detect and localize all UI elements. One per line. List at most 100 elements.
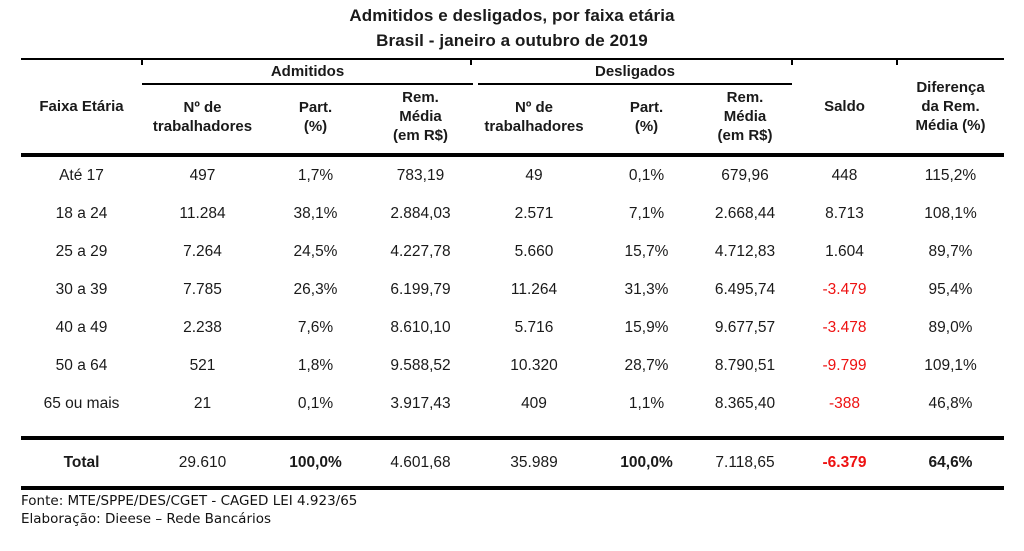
table-row: 18 a 24 11.284 38,1% 2.884,03 2.571 7,1%…: [21, 195, 1004, 233]
cell-saldo: 1.604: [825, 243, 864, 260]
header-admitidos-rem-media: Rem. Média (em R$): [392, 89, 448, 144]
cell-diferenca: 115,2%: [924, 167, 977, 184]
cell-adm-rem: 6.199,79: [390, 281, 451, 298]
table-row: 40 a 49 2.238 7,6% 8.610,10 5.716 15,9% …: [21, 309, 1004, 347]
cell-diferenca: 46,8%: [928, 395, 973, 412]
table-subtitle: Brasil - janeiro a outubro de 2019: [376, 31, 648, 50]
cell-adm-n: 497: [189, 167, 216, 184]
cell-diferenca: 109,1%: [924, 357, 977, 374]
cell-faixa: 25 a 29: [55, 243, 108, 260]
cell-des-n: 2.571: [514, 205, 554, 222]
cell-saldo: -3.479: [822, 281, 867, 298]
cell-des-n: 11.264: [510, 281, 558, 298]
column-tick: [141, 58, 143, 65]
cell-des-n: 10.320: [510, 357, 558, 374]
column-tick: [470, 58, 472, 65]
cell-adm-rem: 8.610,10: [390, 319, 451, 336]
column-tick: [896, 58, 898, 65]
header-admitidos-num-trabalhadores: Nº de trabalhadores: [152, 98, 253, 135]
cell-adm-rem: 4.601,68: [390, 454, 451, 471]
total-row: Total 29.610 100,0% 4.601,68 35.989 100,…: [21, 440, 1004, 486]
cell-diferenca: 89,0%: [928, 319, 973, 336]
cell-diferenca-total: 64,6%: [928, 454, 973, 471]
cell-des-rem: 8.365,40: [714, 395, 776, 412]
cell-saldo: 448: [831, 167, 858, 184]
cell-des-n: 409: [521, 395, 547, 412]
cell-adm-part: 38,1%: [293, 205, 338, 222]
cell-saldo: -388: [828, 395, 861, 412]
header-desligados-part: Part. (%): [629, 98, 664, 135]
cell-adm-rem: 4.227,78: [390, 243, 451, 260]
cell-des-part: 0,1%: [628, 167, 665, 184]
cell-faixa: 40 a 49: [55, 319, 108, 336]
cell-des-part: 15,7%: [624, 243, 669, 260]
header-rule: [21, 153, 1004, 157]
header-desligados-num-trabalhadores: Nº de trabalhadores: [484, 98, 584, 135]
source-line: Fonte: MTE/SPPE/DES/CGET - CAGED LEI 4.9…: [21, 493, 358, 509]
header-faixa-etaria: Faixa Etária: [39, 98, 124, 115]
cell-des-n: 49: [525, 167, 543, 184]
total-top-rule: [21, 436, 1004, 440]
cell-faixa: 18 a 24: [55, 205, 108, 222]
table-row: 30 a 39 7.785 26,3% 6.199,79 11.264 31,3…: [21, 271, 1004, 309]
cell-des-n: 5.716: [514, 319, 554, 336]
cell-des-n: 35.989: [510, 454, 558, 471]
table-row: 25 a 29 7.264 24,5% 4.227,78 5.660 15,7%…: [21, 233, 1004, 271]
group-header-admitidos: Admitidos: [142, 60, 473, 85]
table-row: 50 a 64 521 1,8% 9.588,52 10.320 28,7% 8…: [21, 347, 1004, 385]
header-desligados-rem-media: Rem. Média (em R$): [717, 89, 773, 144]
table-title: Admitidos e desligados, por faixa etária: [349, 6, 675, 25]
cell-saldo-total: -6.379: [822, 454, 867, 471]
elaboration-line: Elaboração: Dieese – Rede Bancários: [21, 511, 272, 527]
cell-adm-n: 2.238: [183, 319, 222, 336]
cell-adm-rem: 3.917,43: [390, 395, 451, 412]
cell-saldo: -3.478: [822, 319, 867, 336]
cell-adm-rem: 2.884,03: [390, 205, 451, 222]
cell-des-part: 28,7%: [624, 357, 669, 374]
bottom-rule: [21, 486, 1004, 490]
cell-faixa: 30 a 39: [55, 281, 108, 298]
cell-adm-part: 1,7%: [297, 167, 334, 184]
top-rule: [21, 58, 1004, 65]
cell-adm-n: 7.264: [183, 243, 222, 260]
cell-adm-rem: 9.588,52: [390, 357, 451, 374]
cell-adm-part: 26,3%: [293, 281, 338, 298]
cell-adm-n: 21: [193, 395, 212, 412]
cell-des-rem: 2.668,44: [714, 205, 776, 222]
cell-faixa-total: Total: [63, 454, 100, 471]
cell-des-rem: 6.495,74: [714, 281, 776, 298]
cell-des-rem: 8.790,51: [714, 357, 776, 374]
cell-adm-part: 24,5%: [293, 243, 338, 260]
cell-des-part: 7,1%: [628, 205, 665, 222]
header-admitidos-part: Part. (%): [298, 98, 333, 135]
table-row: Até 17 497 1,7% 783,19 49 0,1% 679,96 44…: [21, 157, 1004, 195]
cell-adm-n: 11.284: [179, 205, 226, 222]
cell-des-n: 5.660: [514, 243, 554, 260]
cell-faixa: 65 ou mais: [43, 395, 120, 412]
cell-adm-part: 100,0%: [289, 454, 342, 471]
cell-des-part: 31,3%: [624, 281, 669, 298]
cell-des-part: 100,0%: [620, 454, 673, 471]
cell-des-rem: 9.677,57: [714, 319, 776, 336]
cell-diferenca: 95,4%: [928, 281, 973, 298]
data-table: Faixa Etária Admitidos Desligados Nº de …: [21, 58, 1004, 490]
cell-adm-n: 7.785: [183, 281, 222, 298]
cell-faixa: 50 a 64: [55, 357, 108, 374]
cell-adm-part: 0,1%: [297, 395, 334, 412]
header-diferenca-rem-media: Diferença da Rem. Média (%): [915, 79, 986, 134]
column-tick: [791, 58, 793, 65]
cell-diferenca: 89,7%: [928, 243, 973, 260]
table-header: Faixa Etária Admitidos Desligados Nº de …: [21, 60, 1004, 153]
cell-adm-rem: 783,19: [396, 167, 445, 184]
cell-saldo: -9.799: [822, 357, 867, 374]
cell-des-rem: 7.118,65: [715, 454, 775, 471]
cell-faixa: Até 17: [59, 167, 104, 184]
cell-des-part: 15,9%: [624, 319, 669, 336]
header-saldo: Saldo: [824, 98, 865, 115]
cell-diferenca: 108,1%: [924, 205, 977, 222]
group-header-desligados: Desligados: [478, 60, 792, 85]
cell-des-part: 1,1%: [628, 395, 665, 412]
table-row: 65 ou mais 21 0,1% 3.917,43 409 1,1% 8.3…: [21, 385, 1004, 423]
table-body: Até 17 497 1,7% 783,19 49 0,1% 679,96 44…: [21, 157, 1004, 423]
